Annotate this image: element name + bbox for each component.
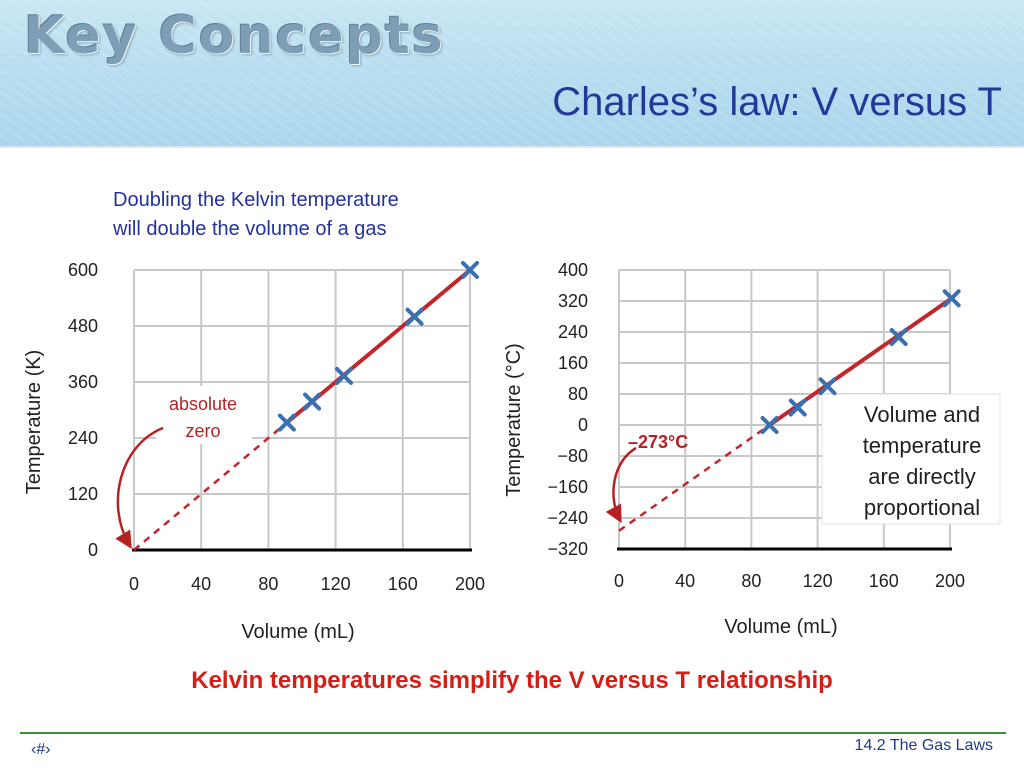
slide-title: Charles’s law: V versus T	[552, 80, 1002, 124]
kelvin-chart-data-point	[277, 413, 296, 432]
kelvin-chart-y-tick-label: 240	[68, 428, 98, 448]
kelvin-chart-data-point-stroke	[303, 392, 322, 411]
kelvin-chart-y-label: Temperature (K)	[23, 350, 45, 495]
kelvin-chart-x-tick-label: 0	[129, 574, 139, 594]
celsius-chart-data-point	[760, 416, 779, 434]
intro-text: Doubling the Kelvin temperature will dou…	[113, 186, 513, 244]
proportional-note-box	[821, 393, 1001, 525]
kelvin-chart-x-ticks: 0 40 80 120 160 200	[129, 574, 485, 594]
celsius-chart-data-point-stroke	[818, 377, 837, 396]
celsius-chart-y-tick-label: −160	[547, 477, 588, 497]
kelvin-chart-data-point	[303, 392, 322, 411]
kelvin-chart-y-tick-label: 360	[68, 372, 98, 392]
absolute-zero-label-line-2: zero	[185, 421, 220, 441]
caption: Kelvin temperatures simplify the V versu…	[191, 667, 833, 694]
celsius-chart-x-tick-label: 200	[935, 571, 965, 591]
kelvin-chart-x-tick-label: 80	[258, 574, 278, 594]
proportional-note-line-3: are directly	[868, 464, 976, 489]
celsius-chart-y-tick-label: −320	[547, 539, 588, 559]
celsius-chart-data-point	[818, 377, 837, 396]
kelvin-chart-y-tick-label: 480	[68, 316, 98, 336]
header-divider	[0, 146, 1024, 148]
celsius-chart-data-point-stroke	[788, 398, 807, 417]
celsius-chart-y-tick-label: −80	[557, 446, 588, 466]
footer-section: 14.2 The Gas Laws	[854, 737, 993, 754]
intro-line-2: will double the volume of a gas	[113, 218, 387, 240]
kelvin-chart-x-tick-label: 40	[191, 574, 211, 594]
absolute-zero-arrow	[115, 426, 164, 549]
celsius-chart-x-tick-label: 0	[614, 571, 624, 591]
celsius-chart-data-point-stroke	[942, 289, 961, 308]
celsius-chart-y-label: Temperature (°C)	[503, 343, 525, 497]
kelvin-chart-data-point-stroke	[335, 366, 353, 385]
celsius-chart-data-point	[889, 328, 908, 347]
celsius-chart-y-tick-label: 400	[558, 260, 588, 280]
celsius-chart-y-tick-label: −240	[547, 508, 588, 528]
kelvin-chart-data-point	[461, 261, 479, 279]
kelvin-chart-data-point	[335, 366, 353, 385]
kelvin-chart-y-tick-label: 0	[88, 540, 98, 560]
minus-273-arrow	[605, 446, 637, 524]
celsius-chart-y-tick-label: 0	[578, 415, 588, 435]
absolute-zero-label-line-1: absolute	[169, 394, 237, 414]
intro-line-1: Doubling the Kelvin temperature	[113, 189, 399, 211]
header-banner: Key Concepts Charles’s law: V versus T	[0, 0, 1024, 148]
celsius-chart-series	[618, 289, 961, 532]
kelvin-chart-data-point-stroke	[405, 307, 424, 326]
celsius-chart-data-point-stroke	[760, 416, 779, 434]
celsius-chart-x-label: Volume (mL)	[724, 616, 837, 638]
celsius-chart-x-tick-label: 120	[803, 571, 833, 591]
celsius-chart-extrapolation-line	[618, 423, 771, 532]
slide-number: ‹#›	[31, 741, 51, 758]
kelvin-chart-data-point-stroke	[461, 261, 479, 279]
kelvin-chart: 0 120 240 360 480 600 0 40 80 120 160 200 Volume (…	[23, 260, 485, 643]
celsius-chart-y-tick-label: 320	[558, 291, 588, 311]
brand-title: Key Concepts	[24, 6, 445, 66]
kelvin-chart-x-tick-label: 120	[321, 574, 351, 594]
celsius-chart-x-ticks: 0 40 80 120 160 200	[614, 571, 965, 591]
kelvin-chart-y-tick-label: 600	[68, 260, 98, 280]
celsius-chart-y-ticks: 400 320 240 160 80 0 −80 −160 −240 −320	[547, 260, 588, 559]
celsius-chart-x-tick-label: 40	[675, 571, 695, 591]
celsius-chart-data-point-stroke	[889, 328, 908, 347]
kelvin-chart-x-label: Volume (mL)	[241, 621, 354, 643]
kelvin-chart-data-point	[405, 307, 424, 326]
proportional-note-line-1: Volume and	[864, 402, 980, 427]
celsius-chart-data-point	[788, 398, 807, 417]
celsius-chart-y-tick-label: 240	[558, 322, 588, 342]
kelvin-chart-y-ticks: 0 120 240 360 480 600	[68, 260, 98, 560]
kelvin-chart-y-tick-label: 120	[68, 484, 98, 504]
celsius-chart-data-point	[942, 289, 961, 308]
celsius-chart: 400 320 240 160 80 0 −80 −160 −240 −320 0 40 80 120 1…	[503, 260, 1001, 638]
minus-273-label: –273°C	[628, 432, 688, 452]
footer-divider	[20, 732, 1006, 734]
celsius-chart-x-tick-label: 80	[741, 571, 761, 591]
celsius-chart-y-tick-label: 160	[558, 353, 588, 373]
kelvin-chart-x-tick-label: 160	[388, 574, 418, 594]
proportional-note-line-4: proportional	[864, 495, 980, 520]
kelvin-chart-grid	[132, 269, 472, 552]
absolute-zero-label-bg	[156, 386, 252, 444]
proportional-note-line-2: temperature	[863, 433, 982, 458]
celsius-chart-y-tick-label: 80	[568, 384, 588, 404]
celsius-chart-x-tick-label: 160	[869, 571, 899, 591]
kelvin-chart-series	[133, 261, 479, 551]
kelvin-chart-x-tick-label: 200	[455, 574, 485, 594]
kelvin-chart-data-point-stroke	[277, 413, 296, 432]
